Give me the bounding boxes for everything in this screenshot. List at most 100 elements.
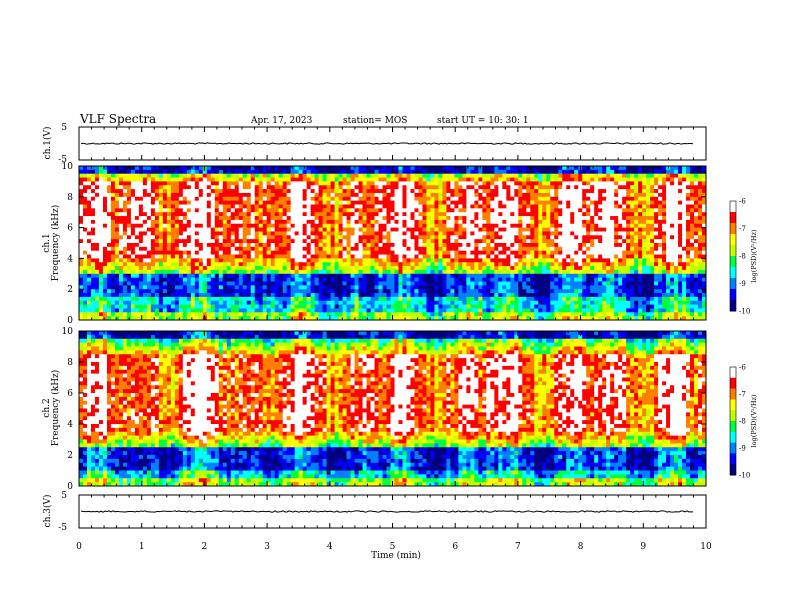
spectrogram-cell — [494, 216, 499, 221]
spectrogram-cell — [298, 185, 304, 190]
spectrogram-cell — [374, 212, 379, 217]
spectrogram-cell — [94, 223, 100, 228]
spectrogram-cell — [222, 231, 228, 236]
spectrogram-cell — [338, 189, 343, 194]
spectrogram-cell — [342, 231, 347, 236]
spectrogram-cell — [598, 269, 603, 275]
spectrogram-cell — [422, 181, 427, 186]
spectrogram-cell — [86, 204, 92, 209]
spectrogram-cell — [626, 189, 631, 194]
spectrogram-cell — [454, 246, 459, 252]
spectrogram-cell — [246, 212, 252, 217]
spectrogram-cell — [94, 273, 100, 279]
spectrogram-cell — [362, 216, 367, 221]
spectrogram-cell — [114, 266, 120, 271]
spectrogram-cell — [454, 262, 459, 267]
spectrogram-cell — [434, 192, 439, 198]
spectrogram-cell — [490, 285, 495, 290]
spectrogram-cell — [106, 250, 112, 255]
spectrogram-cell — [242, 269, 248, 275]
spectrogram-cell — [142, 285, 148, 290]
spectrogram-cell — [626, 192, 631, 198]
spectrogram-cell — [382, 204, 387, 209]
spectrogram-cell — [230, 235, 236, 240]
spectrogram-cell — [510, 189, 515, 194]
spectrogram-cell — [102, 277, 108, 282]
spectrogram-cell — [370, 254, 375, 259]
spectrogram-cell — [414, 169, 419, 175]
spectrogram-cell — [658, 273, 663, 279]
spectrogram-cell — [182, 269, 188, 275]
spectrogram-cell — [494, 189, 499, 194]
spectrogram-cell — [522, 208, 527, 213]
spectrogram-cell — [614, 173, 619, 178]
spectrogram-cell — [562, 239, 567, 244]
spectrogram-cell — [354, 262, 359, 267]
spectrogram-cell — [550, 173, 555, 178]
spectrogram-cell — [598, 273, 603, 279]
spectrogram-cell — [662, 216, 667, 221]
spectrogram-cell — [410, 166, 415, 171]
spectrogram-cell — [394, 227, 399, 232]
spectrogram-cell — [502, 246, 507, 252]
spectrogram-cell — [410, 285, 415, 290]
spectrogram-cell — [90, 208, 96, 213]
spectrogram-cell — [110, 185, 116, 190]
spectrogram-cell — [486, 219, 491, 225]
spectrogram-cell — [162, 223, 168, 228]
spectrogram-cell — [498, 285, 503, 290]
spectrogram-cell — [558, 258, 563, 263]
spectrogram-cell — [170, 196, 176, 202]
spectrogram-cell — [366, 216, 371, 221]
spectrogram-cell — [346, 243, 351, 248]
spectrogram-cell — [254, 269, 260, 275]
spectrogram-cell — [146, 235, 152, 240]
spectrogram-cell — [82, 189, 88, 194]
spectrogram-cell — [270, 189, 276, 194]
spectrogram-cell — [562, 189, 567, 194]
spectrogram-cell — [294, 181, 300, 186]
spectrogram-cell — [426, 231, 431, 236]
spectrogram-cell — [454, 243, 459, 248]
spectrogram-cell — [374, 262, 379, 267]
spectrogram-cell — [638, 269, 643, 275]
spectrogram-cell — [642, 246, 647, 252]
spectrogram-cell — [294, 216, 300, 221]
spectrogram-cell — [79, 169, 84, 175]
spectrogram-cell — [622, 166, 627, 171]
spectrogram-cell — [322, 166, 327, 171]
spectrogram-cell — [586, 196, 591, 202]
spectrogram-cell — [350, 227, 355, 232]
spectrogram-cell — [502, 262, 507, 267]
spectrogram-cell — [454, 169, 459, 175]
spectrogram-cell — [498, 254, 503, 259]
spectrogram-cell — [342, 269, 347, 275]
spectrogram-cell — [246, 258, 252, 263]
spectrogram-cell — [518, 227, 523, 232]
spectrogram-cell — [694, 208, 699, 213]
spectrogram-cell — [646, 189, 651, 194]
spectrogram-cell — [106, 192, 112, 198]
spectrogram-cell — [502, 223, 507, 228]
spectrogram-cell — [462, 231, 467, 236]
spectrogram-cell — [630, 181, 635, 186]
spectrogram-cell — [590, 200, 595, 205]
spectrogram-cell — [190, 273, 196, 279]
spectrogram-cell — [562, 231, 567, 236]
spectrogram-cell — [418, 243, 423, 248]
spectrogram-cell — [94, 177, 100, 182]
spectrogram-cell — [158, 243, 164, 248]
spectrogram-cell — [514, 208, 519, 213]
spectrogram-cell — [394, 192, 399, 198]
spectrogram-cell — [542, 212, 547, 217]
spectrogram-cell — [514, 231, 519, 236]
spectrogram-cell — [270, 239, 276, 244]
spectrogram-cell — [326, 235, 331, 240]
spectrogram-cell — [490, 269, 495, 275]
spectrogram-cell — [534, 177, 539, 182]
spectrogram-cell — [122, 266, 128, 271]
spectrogram-cell — [214, 181, 220, 186]
spectrogram-cell — [554, 254, 559, 259]
station-label: station= MOS — [343, 116, 407, 126]
spectrogram-cell — [602, 173, 607, 178]
